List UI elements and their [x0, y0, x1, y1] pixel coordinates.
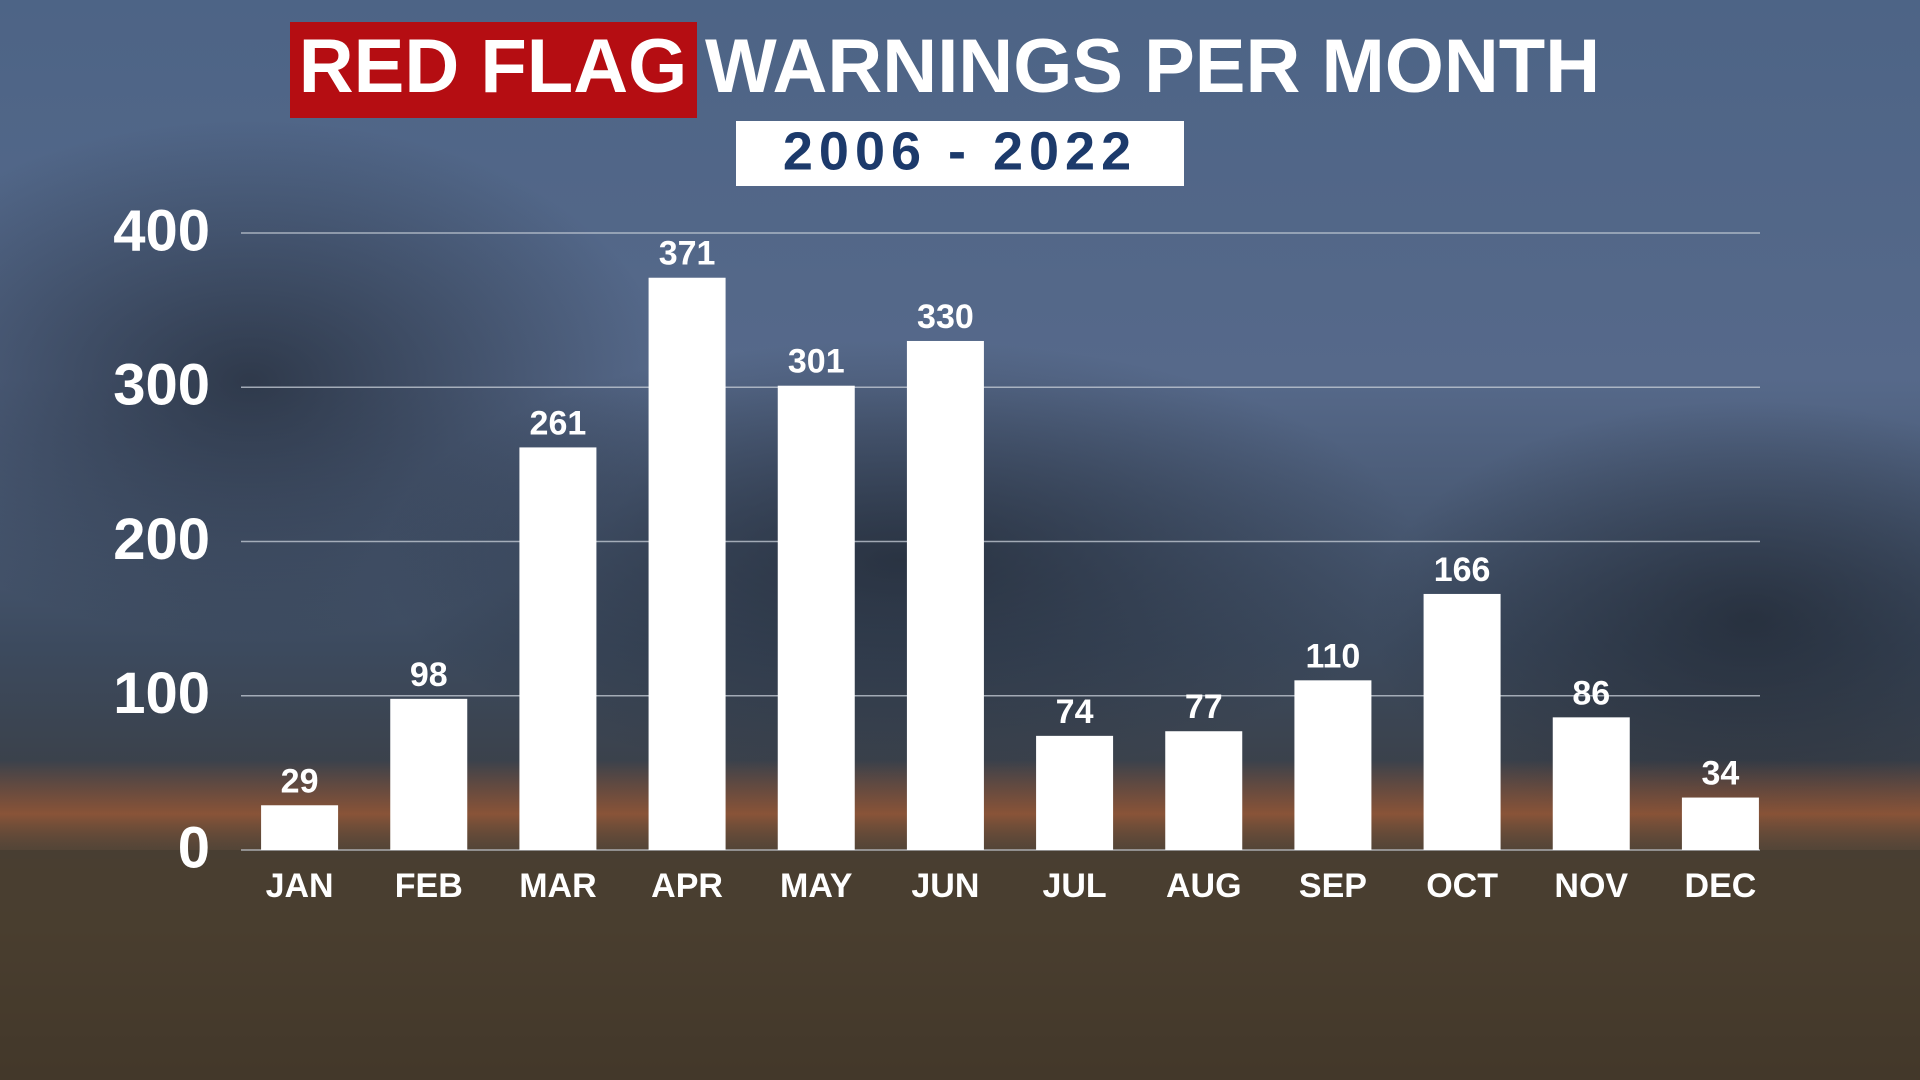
field — [0, 850, 1920, 1080]
value-label: 86 — [1572, 674, 1610, 712]
value-label: 330 — [917, 298, 974, 336]
bar — [906, 340, 984, 850]
bar — [390, 698, 468, 850]
value-label: 29 — [281, 762, 319, 800]
y-tick-label: 300 — [113, 353, 210, 418]
bar — [777, 385, 855, 850]
value-label: 371 — [659, 235, 716, 273]
x-tick-label: JUL — [1042, 867, 1106, 905]
value-label: 261 — [530, 404, 587, 442]
x-tick-label: DEC — [1685, 867, 1757, 905]
bar — [261, 805, 339, 850]
x-tick-label: MAR — [519, 867, 596, 905]
value-label: 77 — [1185, 688, 1223, 726]
chart-title: WARNINGS PER MONTH — [705, 24, 1600, 109]
x-tick-label: FEB — [395, 867, 463, 905]
subtitle-box — [736, 121, 1184, 186]
value-label: 301 — [788, 343, 845, 381]
bar — [1294, 680, 1372, 850]
x-tick-label: OCT — [1426, 867, 1498, 905]
title-highlight-box — [290, 22, 697, 118]
smoke — [1370, 400, 1920, 840]
chart-subtitle: 2006 - 2022 — [783, 121, 1137, 181]
x-tick-label: NOV — [1554, 867, 1628, 905]
bar — [519, 447, 597, 850]
x-tick-label: MAY — [780, 867, 853, 905]
value-label: 34 — [1702, 755, 1740, 793]
bar — [1036, 735, 1114, 850]
y-tick-label: 200 — [113, 507, 210, 572]
bar — [1165, 731, 1243, 850]
bar — [1681, 797, 1759, 850]
bar — [648, 277, 726, 850]
y-tick-label: 400 — [113, 198, 210, 263]
y-tick-label: 0 — [178, 815, 210, 880]
x-tick-label: JUN — [911, 867, 979, 905]
y-tick-label: 100 — [113, 661, 210, 726]
chart-title-highlight: RED FLAG — [299, 24, 687, 109]
value-label: 110 — [1305, 637, 1360, 675]
value-label: 74 — [1056, 693, 1094, 731]
bar — [1552, 717, 1630, 850]
value-label: 166 — [1434, 551, 1491, 589]
x-tick-label: JAN — [266, 867, 334, 905]
x-tick-label: APR — [651, 867, 723, 905]
value-label: 98 — [410, 656, 448, 694]
x-tick-label: SEP — [1299, 867, 1367, 905]
x-tick-label: AUG — [1166, 867, 1242, 905]
smoke — [380, 340, 1420, 780]
bar — [1423, 593, 1501, 850]
